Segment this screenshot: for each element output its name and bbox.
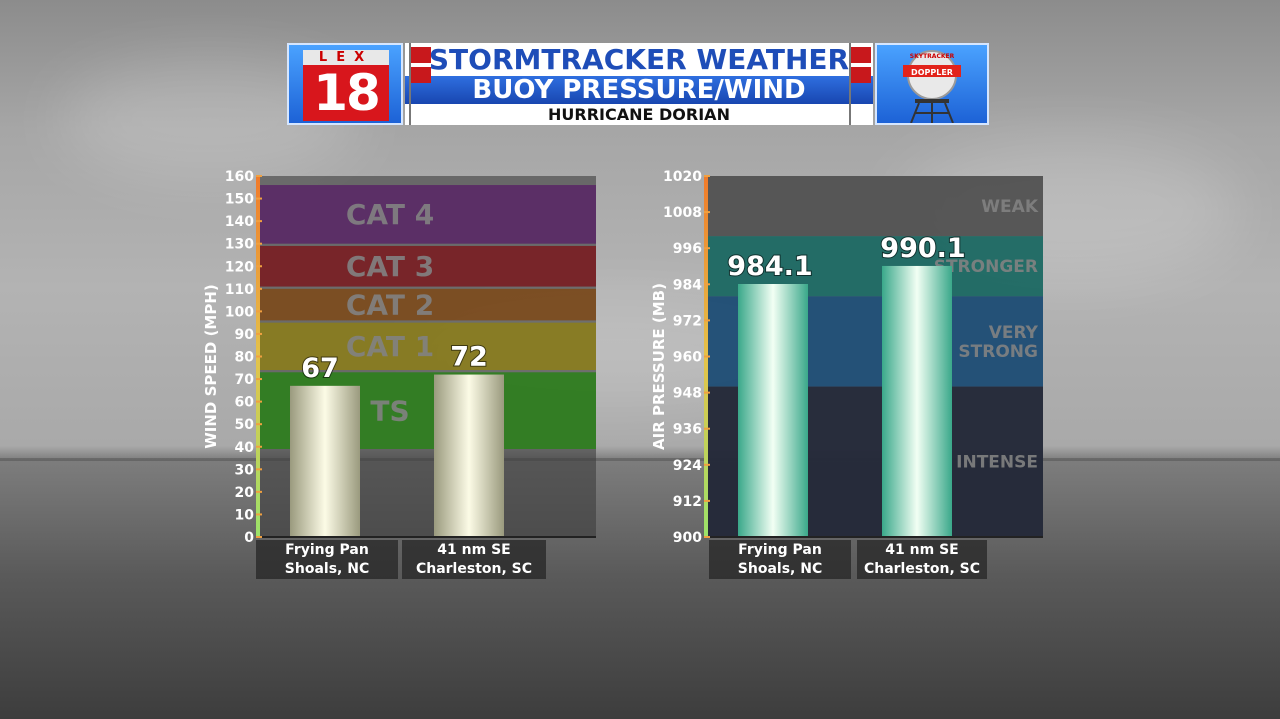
y-tick-label: 70	[235, 372, 255, 388]
y-axis-title: WIND SPEED (MPH)	[202, 284, 220, 449]
bar	[882, 265, 952, 537]
y-tick-label: 984	[673, 277, 702, 293]
y-tick-label: 160	[225, 169, 254, 185]
hurricane-flag-icon	[407, 43, 431, 125]
category-label-line: 41 nm SE	[885, 542, 959, 558]
category-label-line: Charleston, SC	[863, 561, 981, 577]
category-label-line: Frying Pan	[285, 542, 369, 558]
title-line-1: STORMTRACKER WEATHER	[405, 43, 873, 76]
y-tick-label: 80	[235, 350, 255, 366]
y-tick-label: 110	[225, 282, 254, 298]
hurricane-flag-icon	[847, 43, 871, 125]
y-tick-label: 60	[235, 395, 255, 411]
doppler-logo: DOPPLER SKYTRACKER	[875, 43, 989, 125]
bar	[290, 385, 360, 537]
y-tick-label: 972	[673, 313, 702, 329]
y-tick-label: 30	[235, 462, 255, 478]
title-line-3: HURRICANE DORIAN	[405, 104, 873, 125]
bar	[738, 283, 808, 537]
title-block: STORMTRACKER WEATHER BUOY PRESSURE/WIND …	[405, 43, 873, 125]
y-tick-label: 140	[225, 214, 254, 230]
logo-lex-text: LEX	[303, 50, 389, 65]
bar-value-label: 67	[301, 353, 339, 384]
y-tick-label: 1008	[663, 205, 702, 221]
radar-tower-icon: DOPPLER SKYTRACKER	[903, 50, 961, 124]
category-band	[707, 176, 1043, 237]
category-label-line: Frying Pan	[738, 542, 822, 558]
band-label: CAT 2	[346, 288, 434, 321]
y-tick-label: 924	[673, 458, 702, 474]
y-tick-label: 948	[673, 386, 702, 402]
y-tick-label: 912	[673, 494, 702, 510]
band-label: CAT 1	[346, 330, 434, 363]
y-tick-label: 50	[235, 417, 255, 433]
horizon-line	[0, 458, 1280, 461]
y-tick-label: 120	[225, 259, 254, 275]
pressure-category-box-1: Frying Pan Shoals, NC	[709, 540, 851, 579]
wind-category-box-1: Frying Pan Shoals, NC	[256, 540, 398, 579]
y-tick-label: 1020	[663, 169, 702, 185]
category-band	[259, 185, 596, 244]
y-tick-label: 130	[225, 237, 254, 253]
category-label-line: Shoals, NC	[737, 561, 823, 577]
station-logo: LEX 18	[287, 43, 403, 125]
category-label-line: 41 nm SE	[437, 542, 511, 558]
band-label: WEAK	[981, 197, 1039, 217]
y-tick-label: 996	[673, 241, 702, 257]
band-label: CAT 3	[346, 250, 434, 283]
wind-speed-chart: CAT 4 CAT 3 CAT 2 CAT 1 TS 67 72 0 10 20 30 40 50 60 7…	[202, 169, 596, 545]
logo-number-text: 18	[303, 65, 389, 121]
y-tick-label: 900	[673, 530, 702, 545]
category-band	[259, 322, 596, 371]
skytracker-text: SKYTRACKER	[910, 53, 955, 60]
y-tick-label: 40	[235, 440, 255, 456]
category-band	[259, 245, 596, 287]
band-label: STRONG	[958, 342, 1038, 362]
category-label-line: Shoals, NC	[284, 561, 370, 577]
category-label-line: Charleston, SC	[415, 561, 533, 577]
wind-category-box-2: 41 nm SE Charleston, SC	[402, 540, 546, 579]
band-label: CAT 4	[346, 198, 434, 231]
band-label: VERY	[989, 323, 1039, 343]
pressure-category-box-2: 41 nm SE Charleston, SC	[857, 540, 987, 579]
bar-value-label: 990.1	[880, 233, 965, 264]
band-label: TS	[370, 394, 409, 427]
title-line-2: BUOY PRESSURE/WIND	[405, 76, 873, 105]
y-tick-label: 0	[244, 530, 254, 545]
y-tick-label: 20	[235, 485, 255, 501]
bar	[434, 374, 504, 537]
y-axis-title: AIR PRESSURE (MB)	[650, 283, 668, 450]
y-tick-label: 90	[235, 327, 255, 343]
category-band	[259, 288, 596, 321]
doppler-text: DOPPLER	[911, 68, 953, 77]
y-tick-label: 150	[225, 192, 254, 208]
band-label: STRONGER	[934, 257, 1038, 277]
y-tick-label: 936	[673, 422, 702, 438]
y-tick-label: 100	[225, 304, 254, 320]
band-label: INTENSE	[956, 453, 1038, 473]
bar-value-label: 984.1	[727, 251, 812, 282]
header-banner: LEX 18 STORMTRACKER WEATHER BUOY PRESSUR…	[287, 43, 989, 125]
y-tick-label: 960	[673, 350, 702, 366]
bar-value-label: 72	[450, 342, 488, 373]
y-tick-label: 10	[235, 507, 255, 523]
